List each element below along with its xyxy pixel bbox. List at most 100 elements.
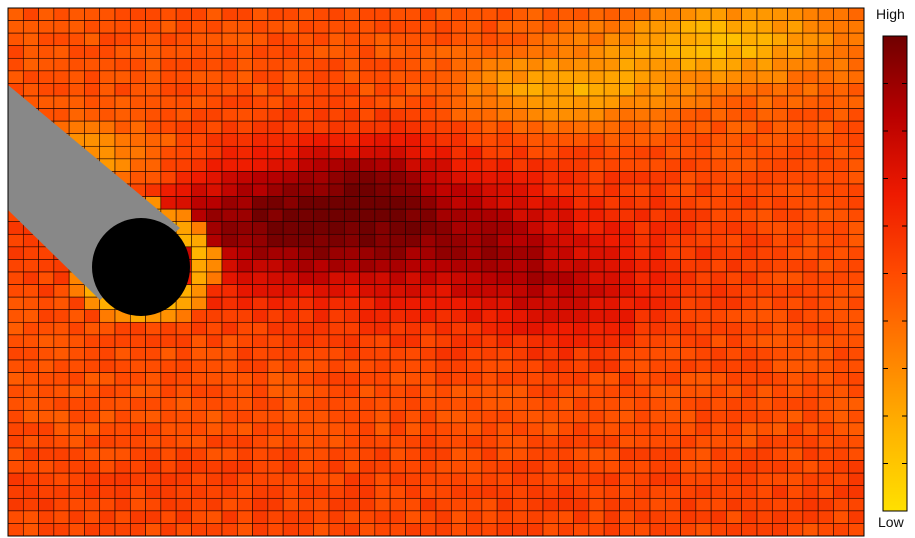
heatmap-cell [649, 397, 666, 411]
heatmap-cell [787, 221, 804, 235]
heatmap-cell [817, 158, 834, 172]
heatmap-cell [405, 259, 422, 273]
heatmap-cell [771, 510, 788, 524]
heatmap-cell [221, 208, 238, 223]
heatmap-cell [450, 95, 467, 109]
heatmap-cell [389, 208, 406, 223]
heatmap-cell [221, 409, 238, 424]
heatmap-cell [99, 70, 116, 84]
heatmap-cell [53, 435, 70, 449]
heatmap-cell [420, 372, 437, 386]
heatmap-cell [38, 359, 55, 373]
heatmap-cell [481, 447, 498, 461]
heatmap-cell [160, 57, 177, 72]
heatmap-cell [710, 133, 727, 147]
heatmap-cell [466, 221, 483, 235]
heatmap-cell [206, 347, 223, 361]
colorbar-ticks [883, 83, 907, 464]
heatmap-cell [236, 397, 253, 411]
heatmap-cell [267, 409, 284, 424]
heatmap-cell [84, 447, 101, 461]
heatmap-cell [389, 158, 406, 172]
heatmap-cell [726, 45, 743, 59]
heatmap-cell [680, 523, 697, 537]
heatmap-cell [512, 45, 529, 59]
heatmap-cell [206, 447, 223, 461]
heatmap-cell [649, 171, 666, 185]
heatmap-cell [7, 259, 24, 273]
heatmap-cell [145, 20, 162, 34]
heatmap-cell [527, 20, 544, 34]
heatmap-cell [787, 460, 804, 474]
heatmap-cell [374, 422, 391, 436]
heatmap-cell [145, 384, 162, 399]
heatmap-cell [221, 196, 238, 210]
heatmap-cell [38, 409, 55, 424]
heatmap-cell [68, 497, 85, 512]
heatmap-cell [191, 246, 208, 260]
heatmap-cell [848, 221, 865, 235]
heatmap-cell [557, 485, 574, 499]
heatmap-cell [557, 397, 574, 411]
heatmap-cell [298, 510, 315, 524]
heatmap-cell [634, 208, 651, 223]
heatmap-cell [374, 472, 391, 487]
heatmap-cell [435, 296, 452, 311]
heatmap-cell [343, 460, 360, 474]
heatmap-cell [664, 221, 681, 235]
heatmap-cell [175, 384, 192, 399]
heatmap-cell [53, 108, 70, 122]
heatmap-cell [557, 208, 574, 223]
heatmap-cell [802, 409, 819, 424]
heatmap-cell [787, 334, 804, 348]
heatmap-cell [741, 95, 758, 109]
heatmap-cell [145, 158, 162, 172]
heatmap-cell [420, 246, 437, 260]
heatmap-cell [68, 409, 85, 424]
heatmap-cell [389, 246, 406, 260]
heatmap-cell [649, 284, 666, 298]
heatmap-cell [282, 284, 299, 298]
heatmap-cell [833, 45, 850, 59]
heatmap-cell [389, 372, 406, 386]
heatmap-cell [726, 70, 743, 84]
heatmap-cell [99, 384, 116, 399]
heatmap-cell [359, 183, 376, 197]
heatmap-cell [450, 57, 467, 72]
heatmap-cell [466, 510, 483, 524]
heatmap-cell [160, 472, 177, 487]
heatmap-cell [267, 422, 284, 436]
heatmap-cell [649, 409, 666, 424]
heatmap-cell [848, 397, 865, 411]
heatmap-cell [450, 259, 467, 273]
heatmap-cell [99, 359, 116, 373]
heatmap-cell [282, 246, 299, 260]
heatmap-cell [114, 7, 131, 21]
heatmap-cell [848, 409, 865, 424]
heatmap-cell [726, 523, 743, 537]
heatmap-cell [435, 246, 452, 260]
heatmap-cell [343, 145, 360, 160]
heatmap-cell [450, 32, 467, 47]
heatmap-cell [710, 397, 727, 411]
heatmap-cell [512, 334, 529, 348]
heatmap-cell [512, 208, 529, 223]
heatmap-cell [466, 133, 483, 147]
heatmap-cell [206, 133, 223, 147]
heatmap-cell [496, 259, 513, 273]
heatmap-cell [267, 145, 284, 160]
heatmap-cell [435, 95, 452, 109]
heatmap-cell [603, 183, 620, 197]
heatmap-cell [99, 497, 116, 512]
heatmap-cell [481, 20, 498, 34]
heatmap-cell [756, 271, 773, 285]
heatmap-cell [848, 460, 865, 474]
heatmap-cell [573, 158, 590, 172]
heatmap-cell [603, 447, 620, 461]
heatmap-cell [573, 246, 590, 260]
heatmap-cell [726, 208, 743, 223]
heatmap-cell [252, 397, 269, 411]
heatmap-cell [282, 45, 299, 59]
heatmap-cell [129, 397, 146, 411]
heatmap-cell [313, 145, 330, 160]
